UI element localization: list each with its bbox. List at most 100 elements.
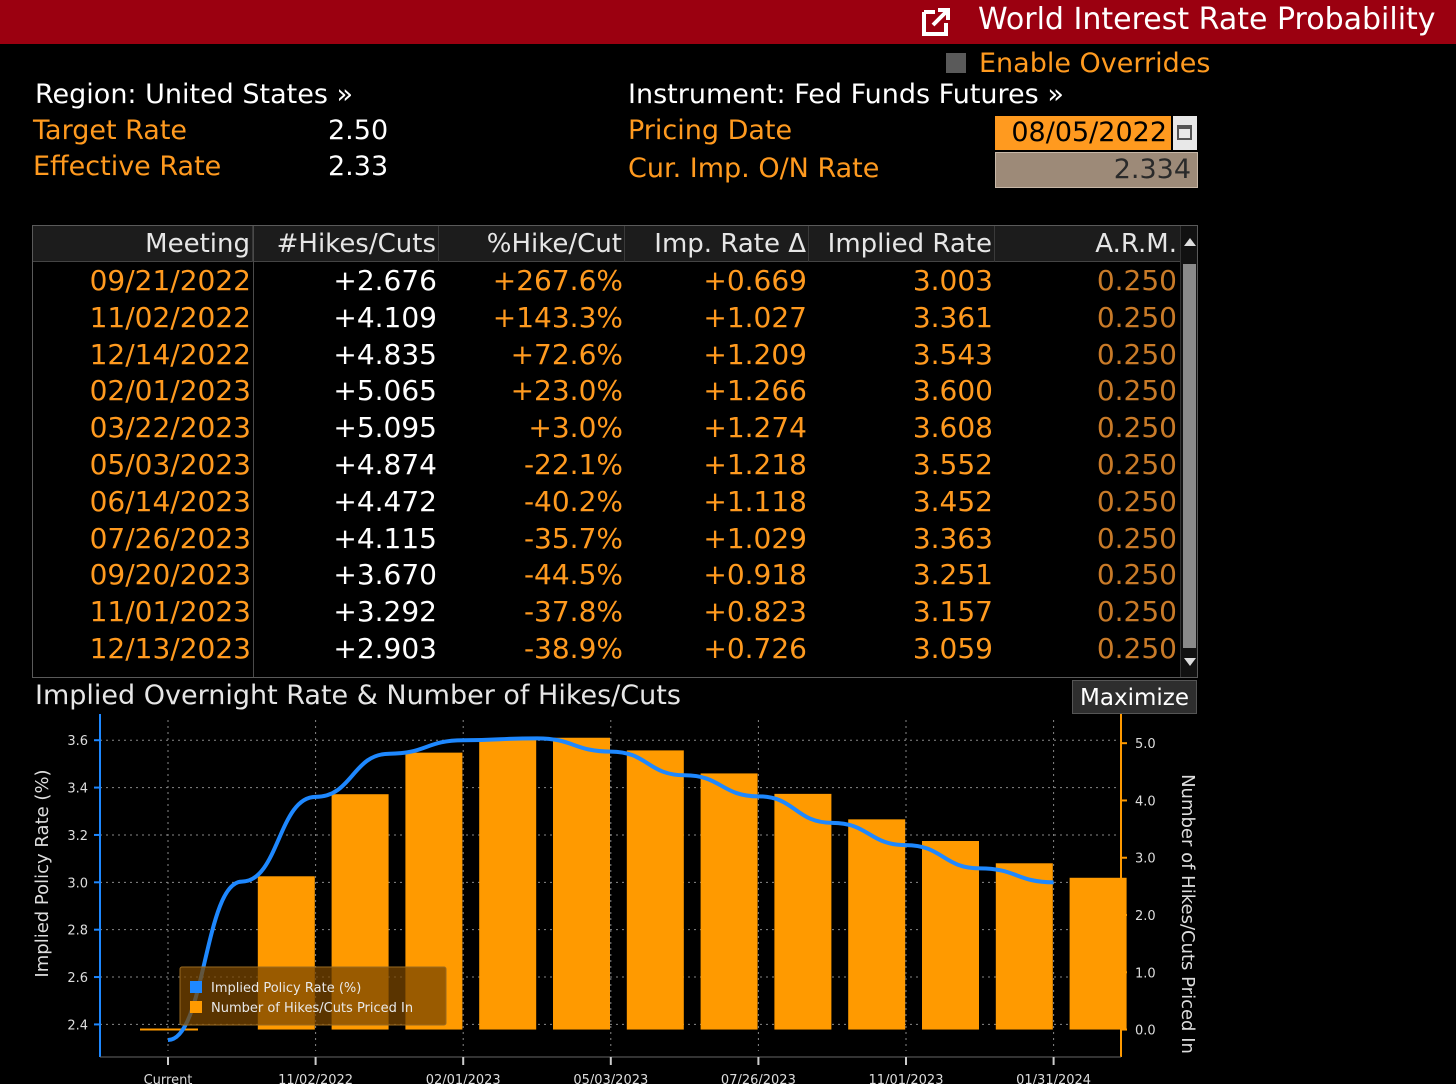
- maximize-button[interactable]: Maximize: [1072, 680, 1197, 714]
- hikes-cuts-cell: +2.903: [333, 632, 437, 665]
- target-rate-label: Target Rate: [33, 115, 188, 146]
- meeting-cell: 09/20/2023: [89, 558, 251, 592]
- arm-cell: 0.250: [1096, 264, 1177, 297]
- instrument-selector[interactable]: Instrument: Fed Funds Futures »: [628, 79, 1064, 110]
- table-row[interactable]: 12/14/2022 +4.835 +72.6% +1.209 3.543 0.250: [33, 337, 1179, 374]
- bar: [995, 863, 1053, 1030]
- arm-cell: 0.250: [1096, 632, 1177, 665]
- legend-swatch: [190, 981, 202, 993]
- implied-rate-cell: 3.003: [912, 264, 993, 297]
- scroll-up-icon[interactable]: [1184, 238, 1196, 246]
- imp-rate-delta-cell: +1.266: [703, 374, 807, 408]
- hikes-cuts-cell: +4.109: [333, 300, 437, 334]
- calendar-button[interactable]: [1173, 116, 1197, 150]
- arm-cell: 0.250: [1096, 484, 1177, 518]
- table-row[interactable]: 11/01/2023 +3.292 -37.8% +0.823 3.157 0.250: [33, 594, 1179, 631]
- pct-hike-cut-cell: -44.5%: [523, 558, 623, 592]
- legend-box: [179, 966, 447, 1026]
- pricing-date-input[interactable]: 08/05/2022: [995, 116, 1171, 150]
- imp-rate-delta-cell: +1.027: [703, 300, 807, 334]
- hikes-cuts-cell: +4.472: [333, 484, 437, 518]
- implied-rate-cell: 3.552: [912, 448, 993, 481]
- bar: [1069, 877, 1127, 1030]
- meeting-cell: 03/22/2023: [89, 411, 251, 445]
- external-link-icon[interactable]: [920, 7, 952, 37]
- scroll-thumb[interactable]: [1183, 264, 1196, 648]
- arm-cell: 0.250: [1096, 595, 1177, 629]
- hikes-cuts-cell: +3.670: [333, 558, 437, 592]
- region-selector[interactable]: Region: United States »: [35, 79, 354, 110]
- hikes-cuts-cell: +4.874: [333, 448, 437, 481]
- imp-rate-delta-cell: +1.118: [703, 484, 807, 518]
- pct-hike-cut-cell: +267.6%: [492, 264, 623, 297]
- table-row[interactable]: 03/22/2023 +5.095 +3.0% +1.274 3.608 0.250: [33, 410, 1179, 447]
- right-axis-label: Number of Hikes/Cuts Priced In: [1177, 774, 1198, 1054]
- meeting-cell: 07/26/2023: [89, 521, 251, 555]
- table-row[interactable]: 02/01/2023 +5.065 +23.0% +1.266 3.600 0.250: [33, 373, 1179, 410]
- col-header-pct-hike-cut[interactable]: %Hike/Cut: [439, 226, 625, 262]
- meeting-cell: 02/01/2023: [89, 374, 251, 408]
- meeting-cell: 05/03/2023: [89, 448, 251, 481]
- x-tick-label: 11/01/2023: [869, 1073, 944, 1084]
- table-row[interactable]: 09/20/2023 +3.670 -44.5% +0.918 3.251 0.250: [33, 557, 1179, 594]
- table-row[interactable]: 09/21/2022 +2.676 +267.6% +0.669 3.003 0.250: [33, 263, 1179, 300]
- left-tick-label: 3.6: [67, 734, 88, 749]
- table-scrollbar[interactable]: [1180, 226, 1197, 677]
- series-line: [167, 736, 1054, 1043]
- enable-overrides-toggle[interactable]: Enable Overrides: [946, 48, 1210, 79]
- imp-rate-delta-cell: +0.726: [703, 632, 807, 665]
- arm-cell: 0.250: [1096, 448, 1177, 481]
- table-row[interactable]: 07/26/2023 +4.115 -35.7% +1.029 3.363 0.250: [33, 521, 1179, 558]
- window-title: World Interest Rate Probability: [978, 2, 1436, 37]
- x-tick-label: 01/31/2024: [1016, 1073, 1091, 1084]
- implied-rate-cell: 3.251: [912, 558, 993, 592]
- imp-rate-delta-cell: +0.823: [703, 595, 807, 629]
- imp-rate-delta-cell: +1.029: [703, 521, 807, 555]
- implied-rate-cell: 3.059: [912, 632, 993, 665]
- legend-swatch: [190, 1001, 202, 1013]
- x-tick-label: Current: [144, 1073, 193, 1084]
- right-tick-label: 4.0: [1135, 794, 1156, 809]
- left-tick-label: 2.4: [67, 1018, 88, 1033]
- chart-svg: 2.4 2.6 2.8 3.0 3.2 3.4 3.6 Implied Policy Rate…: [32, 714, 1198, 1084]
- right-tick-label: 1.0: [1135, 966, 1156, 981]
- implied-rate-cell: 3.543: [912, 337, 993, 371]
- imp-rate-delta-cell: +1.209: [703, 337, 807, 371]
- imp-rate-delta-cell: +0.669: [703, 264, 807, 297]
- bar: [700, 773, 758, 1030]
- meetings-table: Meeting #Hikes/Cuts %Hike/Cut Imp. Rate …: [32, 225, 1198, 678]
- arm-cell: 0.250: [1096, 300, 1177, 334]
- table-row[interactable]: 05/03/2023 +4.874 -22.1% +1.218 3.552 0.250: [33, 447, 1179, 484]
- meeting-cell: 11/01/2023: [89, 595, 251, 629]
- right-tick-label: 2.0: [1135, 909, 1156, 924]
- table-header: Meeting #Hikes/Cuts %Hike/Cut Imp. Rate …: [33, 226, 1197, 262]
- scroll-down-icon[interactable]: [1184, 658, 1196, 666]
- enable-overrides-checkbox[interactable]: [946, 53, 966, 73]
- meeting-cell: 09/21/2022: [89, 264, 251, 297]
- left-axis-label: Implied Policy Rate (%): [32, 769, 53, 977]
- hikes-cuts-cell: +5.065: [333, 374, 437, 408]
- col-header-imp-rate-delta[interactable]: Imp. Rate Δ: [625, 226, 809, 262]
- table-row[interactable]: 11/02/2022 +4.109 +143.3% +1.027 3.361 0.250: [33, 300, 1179, 337]
- table-row[interactable]: 12/13/2023 +2.903 -38.9% +0.726 3.059 0.250: [33, 631, 1179, 668]
- col-header-meeting[interactable]: Meeting: [33, 226, 253, 262]
- col-header-arm[interactable]: A.R.M.: [1095, 229, 1177, 259]
- left-tick-label: 3.2: [67, 829, 88, 844]
- cur-imp-rate-input[interactable]: 2.334: [995, 152, 1198, 188]
- bar: [626, 750, 684, 1030]
- pct-hike-cut-cell: -37.8%: [523, 595, 623, 629]
- bar: [774, 793, 832, 1030]
- right-tick-label: 0.0: [1135, 1024, 1156, 1039]
- arm-cell: 0.250: [1096, 374, 1177, 408]
- pct-hike-cut-cell: -35.7%: [523, 521, 623, 555]
- col-header-hikes-cuts[interactable]: #Hikes/Cuts: [253, 226, 439, 262]
- arm-cell: 0.250: [1096, 337, 1177, 371]
- hikes-cuts-cell: +4.115: [333, 521, 437, 555]
- arm-cell: 0.250: [1096, 411, 1177, 445]
- imp-rate-delta-cell: +1.274: [703, 411, 807, 445]
- col-header-implied-rate[interactable]: Implied Rate: [809, 226, 995, 262]
- calendar-icon: [1177, 125, 1192, 140]
- pct-hike-cut-cell: +143.3%: [492, 300, 623, 334]
- right-tick-label: 3.0: [1135, 852, 1156, 867]
- table-row[interactable]: 06/14/2023 +4.472 -40.2% +1.118 3.452 0.250: [33, 484, 1179, 521]
